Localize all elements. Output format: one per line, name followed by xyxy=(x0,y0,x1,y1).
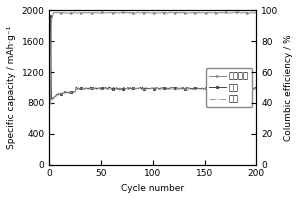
充电 xyxy=(49,15,52,17)
放电 xyxy=(49,97,52,100)
Line: 放电: 放电 xyxy=(50,87,256,100)
库伦效率 xyxy=(255,12,258,14)
库伦效率 xyxy=(57,12,61,14)
充电 xyxy=(58,93,61,96)
库伦效率 xyxy=(87,11,91,14)
充电 xyxy=(245,87,249,89)
放电 xyxy=(255,87,258,90)
充电 xyxy=(88,87,92,90)
充电 xyxy=(104,87,108,89)
放电 xyxy=(246,88,250,90)
库伦效率 xyxy=(61,11,64,14)
充电 xyxy=(62,92,66,94)
库伦效率 xyxy=(103,11,107,14)
放电 xyxy=(58,93,61,95)
放电 xyxy=(88,89,92,91)
Line: 充电: 充电 xyxy=(50,15,257,100)
X-axis label: Cycle number: Cycle number xyxy=(121,184,184,193)
Y-axis label: Columbic efficiency / %: Columbic efficiency / % xyxy=(284,34,293,141)
Legend: 库伦效率, 充电, 放电: 库伦效率, 充电, 放电 xyxy=(206,68,252,107)
放电 xyxy=(62,93,66,95)
Y-axis label: Specific capacity / mAh·g⁻¹: Specific capacity / mAh·g⁻¹ xyxy=(7,26,16,149)
充电 xyxy=(238,86,242,88)
库伦效率 xyxy=(238,11,242,14)
放电 xyxy=(104,88,108,91)
库伦效率 xyxy=(245,12,249,14)
放电 xyxy=(136,86,140,88)
放电 xyxy=(50,99,53,101)
充电 xyxy=(255,86,258,89)
Line: 库伦效率: 库伦效率 xyxy=(50,11,257,104)
库伦效率 xyxy=(49,102,52,104)
充电 xyxy=(50,98,53,100)
库伦效率 xyxy=(237,11,241,13)
放电 xyxy=(239,87,243,90)
